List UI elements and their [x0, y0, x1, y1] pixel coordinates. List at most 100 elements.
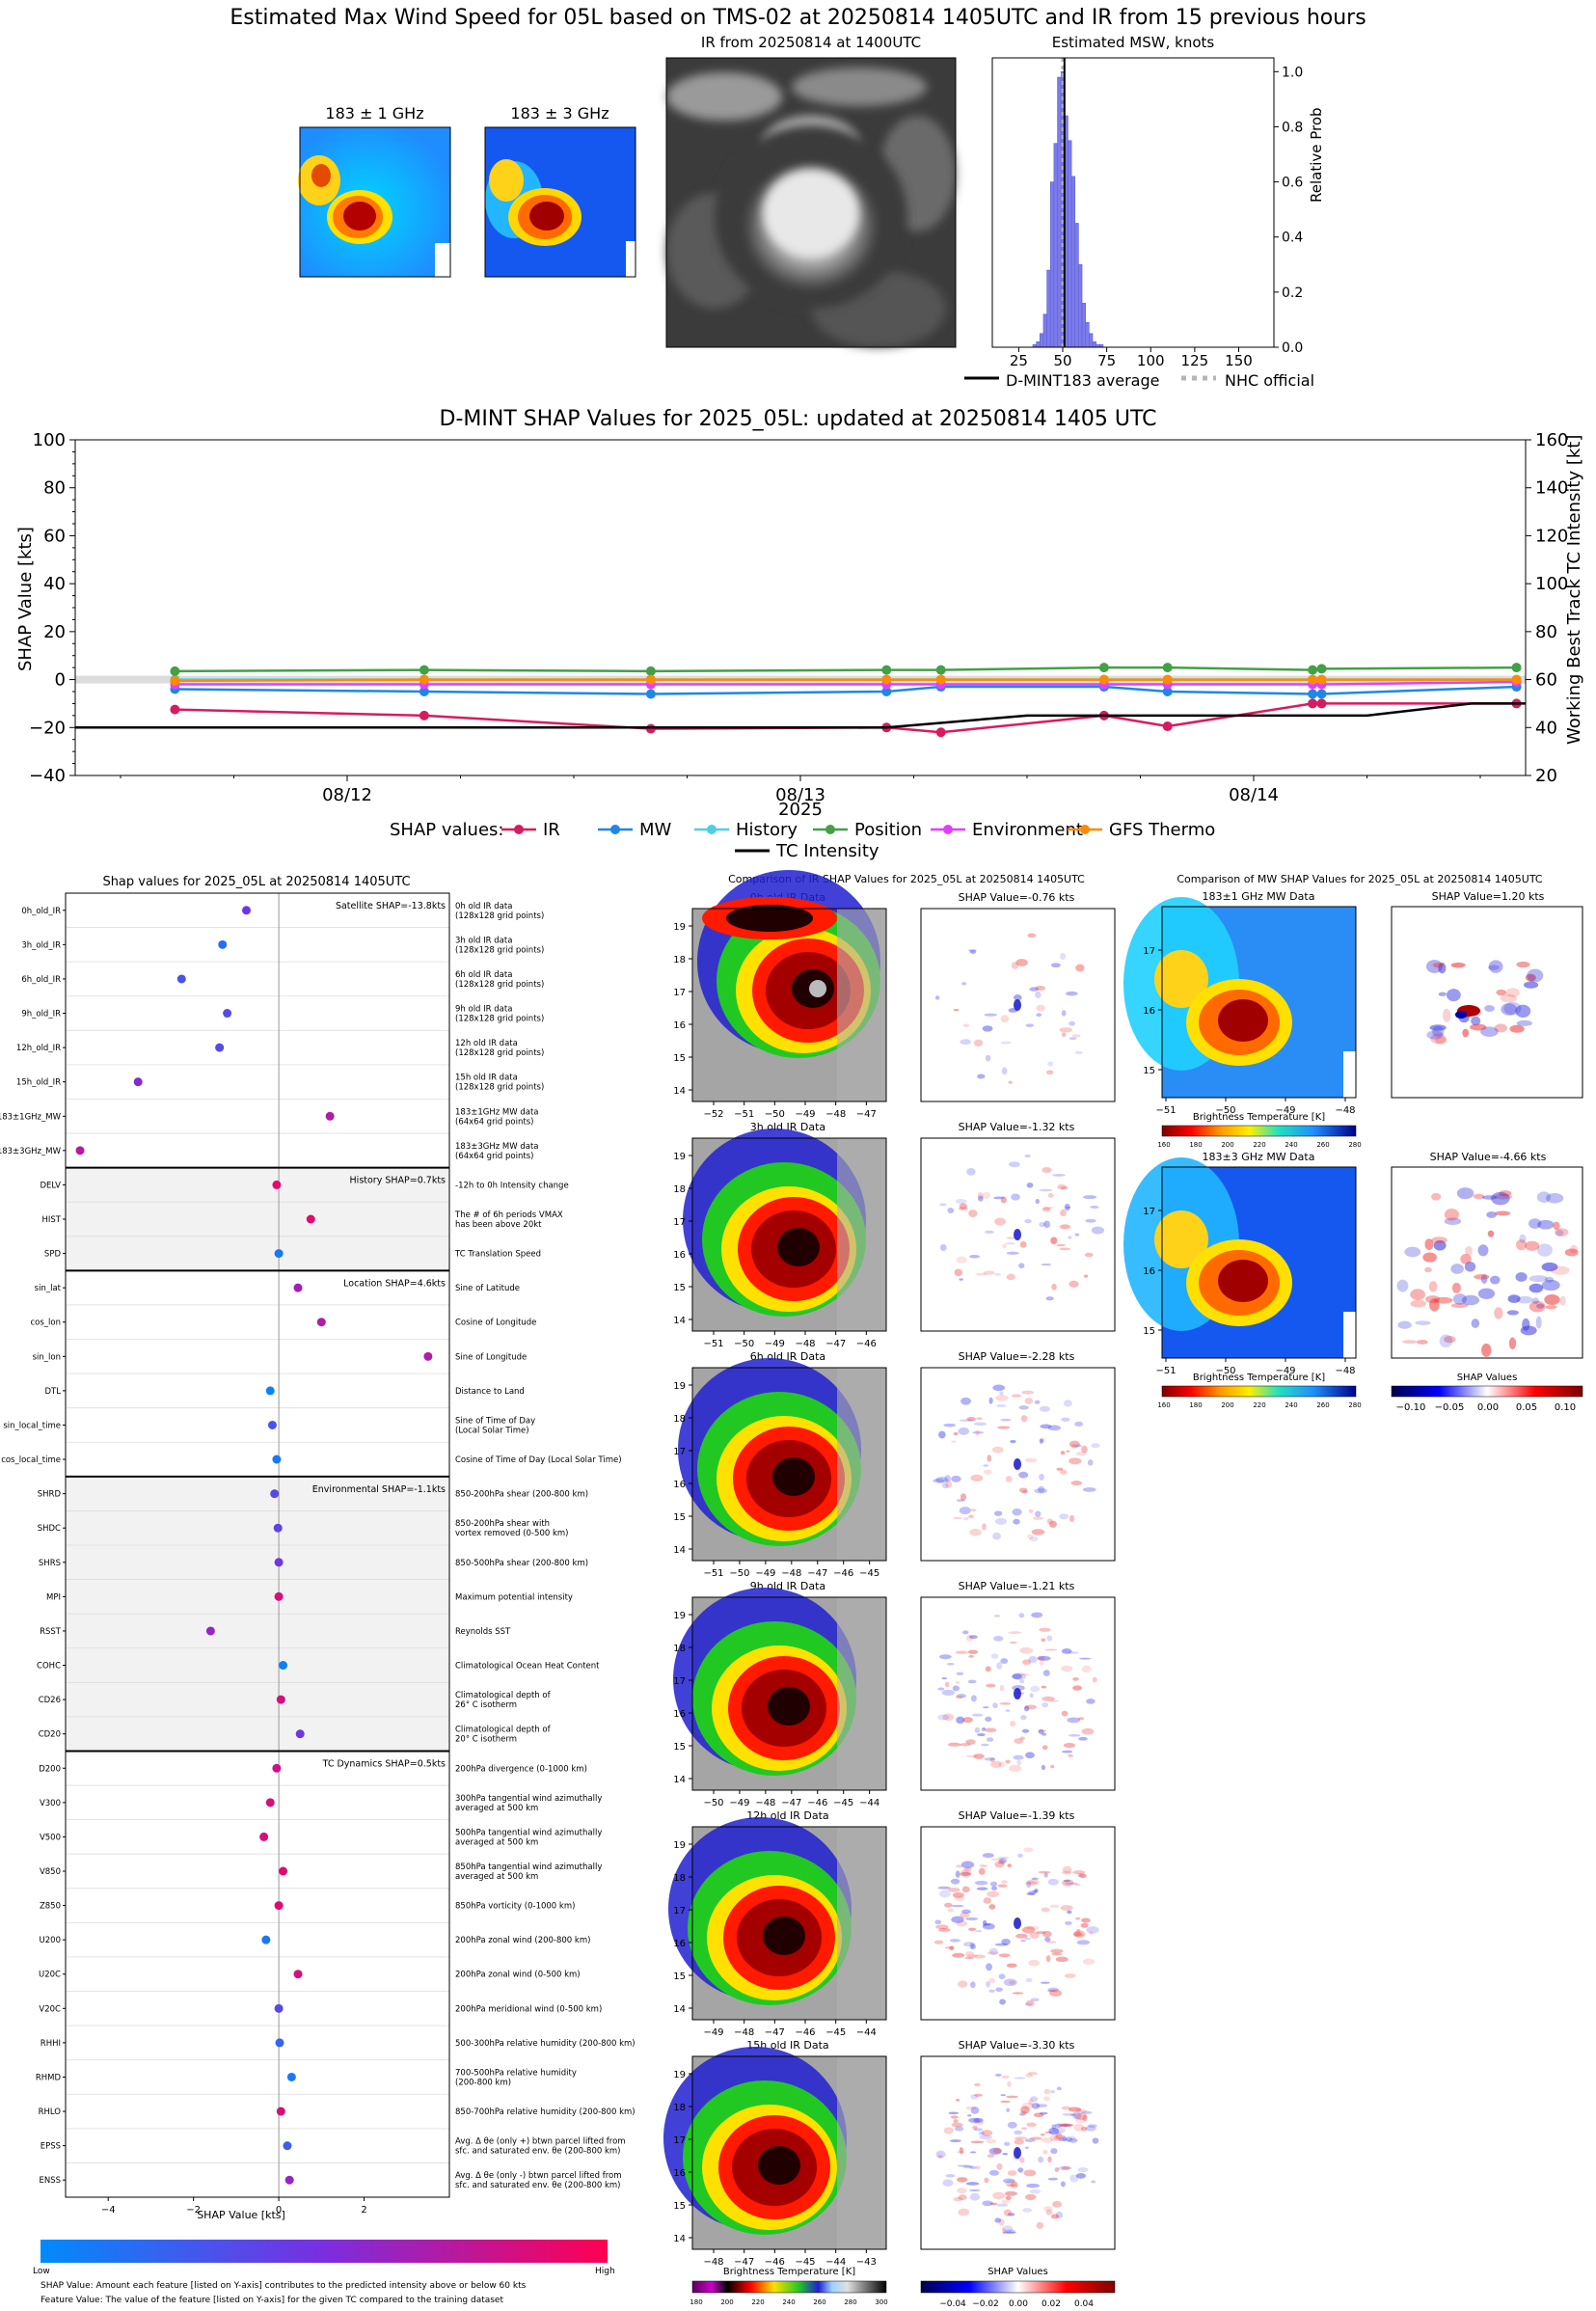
feature-description: 20° C isotherm	[455, 1735, 517, 1745]
ir-ytick-label: 17	[673, 1447, 686, 1457]
feature-description: 850hPa tangential wind azimuthally	[455, 1862, 602, 1872]
ir-xtick-label: −47	[807, 1568, 827, 1579]
ir-ytick-label: 19	[673, 1840, 686, 1851]
group-label: Location SHAP=4.6kts	[343, 1278, 446, 1289]
legend-nhc-label: NHC official	[1225, 371, 1315, 390]
ir-ytick-label: 17	[673, 1217, 686, 1228]
mw-bt-tick-label: 280	[1348, 1141, 1361, 1149]
feature-name: 183±3GHz_MW	[0, 1147, 62, 1156]
feature-description: 12h old IR data	[455, 1039, 518, 1048]
feature-dot	[293, 1970, 303, 1979]
feature-description: 850-200hPa shear with	[455, 1519, 550, 1529]
feature-dot	[75, 1146, 85, 1156]
series-point-position	[1316, 664, 1327, 674]
timeseries-title: D-MINT SHAP Values for 2025_05L: updated…	[439, 407, 1157, 431]
ir-ytick-label: 16	[673, 1939, 686, 1949]
ir-data-image: 19 18 17 16 15 14 −52 −51 −50 −49 −48 −47	[673, 870, 887, 1120]
ir-shap-tick-label: −0.04	[939, 2299, 966, 2309]
ir-xtick-label: −49	[755, 1568, 775, 1579]
ir-xtick-label: −49	[765, 1339, 785, 1349]
msw-histogram: 25 50 75 100 125 150 0.0 0.2 0.4 0.6 0.8 1.0	[991, 57, 1303, 369]
ytick-right-label: 160	[1535, 430, 1568, 450]
ytick-right-label: 140	[1535, 478, 1568, 499]
legend-prefix: SHAP values:	[390, 820, 504, 840]
feature-name: RSST	[40, 1627, 62, 1637]
feature-dot	[274, 2003, 284, 2013]
feature-dot	[176, 974, 186, 984]
ir-bt-tick-label: 220	[751, 2298, 764, 2306]
dotplot-frame	[65, 892, 450, 2198]
legend-label-position: Position	[854, 820, 923, 840]
group-label: Satellite SHAP=-13.8kts	[336, 901, 446, 911]
series-point-gfs-thermo	[419, 674, 429, 685]
ir-xtick-label: −47	[856, 1109, 877, 1120]
ir-ytick-label: 18	[673, 2103, 686, 2113]
feature-name: U20C	[39, 1971, 61, 1980]
ir-xtick-label: −46	[856, 1339, 877, 1349]
ir-ytick-label: 17	[673, 2135, 686, 2146]
mw-xtick-label: −49	[1275, 1366, 1295, 1376]
group-label: TC Dynamics SHAP=0.5kts	[322, 1758, 446, 1769]
feature-description: Cosine of Longitude	[455, 1319, 536, 1328]
ir-ytick-label: 15	[673, 1742, 686, 1753]
ir-xtick-label: −51	[734, 1109, 754, 1120]
histogram-bar	[1081, 303, 1086, 348]
ir-ytick-label: 14	[673, 1316, 686, 1326]
mw-shap-map	[1391, 906, 1583, 1099]
feature-name: Z850	[40, 1902, 61, 1912]
ytick-left-label: 20	[43, 622, 66, 642]
feature-description: Sine of Time of Day	[455, 1416, 535, 1426]
ir-ytick-label: 19	[673, 1152, 686, 1162]
feature-description: Avg. Δ θe (only -) btwn parcel lifted fr…	[455, 2171, 622, 2181]
feature-name: RHLO	[39, 2107, 62, 2117]
feature-description: Reynolds SST	[455, 1627, 511, 1637]
mw-bt-tick-label: 260	[1316, 1401, 1329, 1409]
ir-ytick-label: 16	[673, 1250, 686, 1261]
ir-bt-tick-label: 260	[813, 2298, 825, 2306]
feature-name: CD26	[39, 1696, 61, 1705]
ir-shap-map	[920, 2055, 1116, 2250]
shap-timeseries-chart: −40 −20 0 20 40 60 80 100 20 40 60 80 100 120 140 160 08…	[29, 430, 1568, 805]
feature-dot	[273, 1523, 283, 1533]
group-label: History SHAP=0.7kts	[350, 1176, 446, 1186]
feature-description: (128x128 grid points)	[455, 945, 544, 955]
ir-ytick-label: 19	[673, 2070, 686, 2080]
histogram-bar	[1092, 341, 1096, 348]
ir-ytick-label: 14	[673, 2234, 686, 2244]
feature-description: averaged at 500 km	[455, 1804, 538, 1813]
feature-description: (128x128 grid points)	[455, 1048, 544, 1058]
legend-marker-gfs-thermo	[1068, 825, 1102, 834]
series-point-gfs-thermo	[1316, 674, 1327, 685]
mw-shap-map	[1391, 1166, 1583, 1359]
ir-xtick-label: −46	[765, 2257, 785, 2268]
feature-dot	[133, 1077, 143, 1087]
feature-description: 500-300hPa relative humidity (200-800 km…	[455, 2039, 636, 2049]
histogram-bar	[1049, 181, 1055, 348]
ir-ytick-label: 19	[673, 922, 686, 933]
feature-dot	[218, 939, 228, 949]
series-point-ir	[1308, 698, 1318, 709]
mw-bt-tick-label: 260	[1316, 1141, 1329, 1149]
feature-name: COHC	[37, 1662, 61, 1672]
mw-shap-tick-label: −0.10	[1396, 1402, 1426, 1413]
bar-panel-title: Shap values for 2025_05L at 20250814 140…	[102, 875, 411, 889]
feature-description: has been above 20kt	[455, 1220, 542, 1230]
feature-dot	[325, 1111, 335, 1121]
feature-description: (64x64 grid points)	[455, 1152, 533, 1161]
feature-dot	[274, 1591, 284, 1601]
series-point-position	[881, 665, 892, 675]
ir-ytick-label: 18	[673, 1184, 686, 1195]
histogram-xtick-label: 75	[1097, 352, 1116, 369]
ytick-right-label: 60	[1535, 670, 1557, 691]
feature-description: 183±1GHz MW data	[455, 1107, 538, 1117]
ir-xtick-label: −44	[825, 2257, 846, 2268]
ir-shap-tick-label: 0.04	[1074, 2299, 1094, 2309]
feature-description: sfc. and saturated env. θe (200-800 km)	[455, 2147, 621, 2157]
feature-name: D200	[39, 1764, 61, 1774]
feature-dot	[259, 1832, 269, 1841]
feature-name: V500	[40, 1833, 61, 1842]
feature-dot	[267, 1420, 277, 1429]
histogram-xtick-label: 100	[1137, 352, 1165, 369]
ir-shap-tick-label: 0.02	[1041, 2299, 1061, 2309]
feature-description: (128x128 grid points)	[455, 911, 544, 921]
